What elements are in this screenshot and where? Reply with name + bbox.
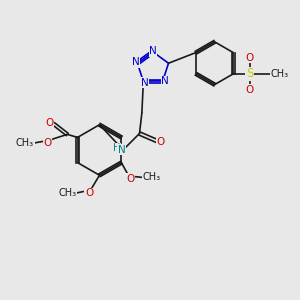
Text: N: N [118,145,125,155]
Text: H: H [113,143,120,153]
Text: CH₃: CH₃ [270,69,289,79]
Text: O: O [85,188,93,198]
Text: O: O [43,138,51,148]
Text: N: N [161,76,169,86]
Text: O: O [156,137,164,147]
Text: N: N [149,46,157,56]
Text: CH₃: CH₃ [143,172,161,182]
Text: CH₃: CH₃ [16,138,34,148]
Text: N: N [132,57,140,67]
Text: O: O [246,85,254,95]
Text: CH₃: CH₃ [58,188,76,198]
Text: O: O [246,53,254,63]
Text: N: N [141,78,149,88]
Text: S: S [246,68,253,80]
Text: O: O [45,118,53,128]
Text: O: O [126,174,134,184]
